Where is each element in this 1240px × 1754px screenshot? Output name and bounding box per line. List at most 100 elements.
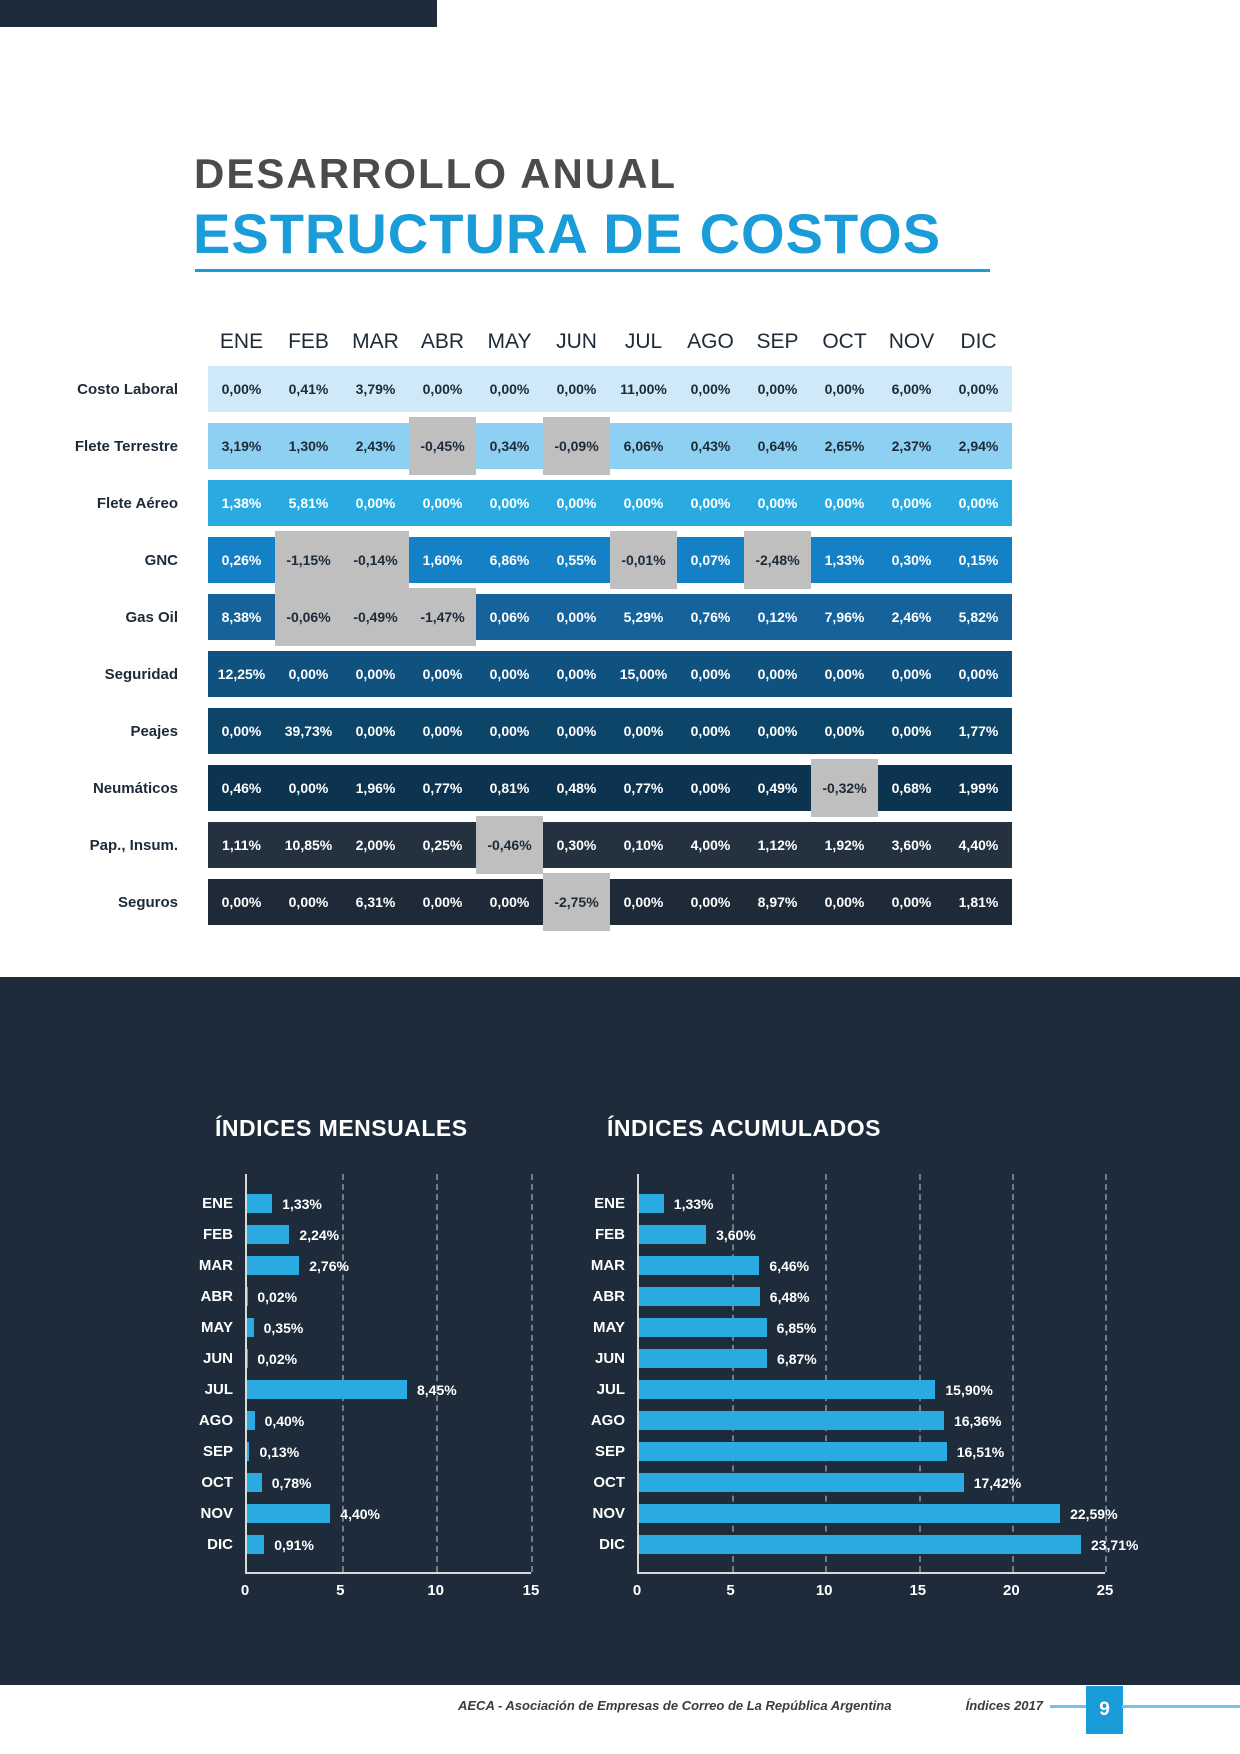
- value-cell: 0,00%: [489, 723, 530, 739]
- page-title-line1: DESARROLLO ANUAL: [194, 150, 678, 197]
- bar-value-label: 2,76%: [309, 1257, 349, 1274]
- bar-row: 6,85%: [639, 1312, 1105, 1343]
- month-header: JUN: [556, 330, 597, 353]
- bar-value-label: 15,90%: [945, 1381, 993, 1398]
- value-cell: 1,92%: [824, 837, 865, 853]
- value-cell: -0,01%: [610, 531, 677, 589]
- bar-value-label: 4,40%: [340, 1505, 380, 1522]
- bar-category-label: AGO: [590, 1412, 625, 1429]
- top-accent-bar: [0, 0, 437, 27]
- value-cell: 0,81%: [489, 780, 530, 796]
- bar-category-label: MAY: [201, 1319, 233, 1336]
- value-cell: -0,46%: [476, 816, 543, 874]
- value-cell: 2,37%: [891, 438, 932, 454]
- value-cell: 6,00%: [891, 381, 932, 397]
- chart-category-labels: ENE FEB MAR ABR MAY JUN JUL AGO SEP OCT NOV DIC: [193, 1174, 245, 1610]
- value-cell: -1,47%: [409, 588, 476, 646]
- row-strip: 12,25% 0,00% 0,00% 0,00% 0,00% 0,00% 15,00% 0,0…: [208, 651, 1012, 697]
- value-cell: 0,77%: [422, 780, 463, 796]
- value-cell: 0,00%: [355, 723, 396, 739]
- value-cell: 1,12%: [757, 837, 798, 853]
- chart-bars: 1,33% 3,60% 6,46% 6,48% 6,85% 6,87% 15,90% 16,3…: [639, 1188, 1138, 1560]
- value-cell: 0,00%: [288, 894, 329, 910]
- chart-indices-acumulados: ÍNDICES ACUMULADOS ENE FEB MAR ABR MAY JUN JUL…: [585, 1115, 1139, 1610]
- value-cell: 2,94%: [958, 438, 999, 454]
- month-header: DIC: [960, 330, 997, 353]
- value-cell: 0,00%: [288, 666, 329, 682]
- value-cell: 2,65%: [824, 438, 865, 454]
- value-cell: 0,00%: [355, 495, 396, 511]
- value-cell: 0,00%: [958, 666, 999, 682]
- bar-category-label: MAY: [593, 1319, 625, 1336]
- bar-value-label: 6,87%: [777, 1350, 817, 1367]
- value-cell: 12,25%: [217, 666, 266, 682]
- gridline: [825, 1174, 828, 1572]
- bar: [639, 1287, 760, 1306]
- bar-row: 2,76%: [247, 1250, 531, 1281]
- bar: [247, 1318, 254, 1337]
- bar: [247, 1225, 290, 1244]
- value-cell: 0,00%: [824, 894, 865, 910]
- value-cell: 0,46%: [221, 780, 262, 796]
- bar-category-label: FEB: [203, 1226, 233, 1243]
- row-label: Flete Terrestre: [74, 437, 178, 455]
- value-cell: 0,12%: [757, 609, 798, 625]
- value-cell: 0,00%: [690, 495, 731, 511]
- value-cell: 3,79%: [355, 381, 396, 397]
- bar-row: 2,24%: [247, 1219, 531, 1250]
- value-cell: 0,43%: [690, 438, 731, 454]
- bar-value-label: 3,60%: [716, 1226, 756, 1243]
- chart-body: ENE FEB MAR ABR MAY JUN JUL AGO SEP OCT NOV DIC 1,3…: [193, 1174, 539, 1610]
- bar-value-label: 0,02%: [257, 1350, 298, 1367]
- bar-value-label: 6,85%: [776, 1319, 817, 1336]
- table-row: Costo Laboral 0,00% 0,41% 3,79% 0,00% 0,00% 0,…: [77, 366, 1012, 412]
- bar-row: 6,48%: [639, 1281, 1105, 1312]
- bar-row: 0,78%: [247, 1467, 531, 1498]
- bar-row: 0,02%: [247, 1281, 531, 1312]
- value-cell: -2,48%: [744, 531, 811, 589]
- bar-row: 0,02%: [247, 1343, 531, 1374]
- bar-row: 15,90%: [639, 1374, 1105, 1405]
- value-cell: 0,00%: [824, 723, 865, 739]
- value-cell: 0,26%: [221, 552, 262, 568]
- bar-category-label: AGO: [198, 1412, 233, 1429]
- chart-x-axis-ticks: 0 5 10 15 20 25: [633, 1582, 1114, 1610]
- bar-row: 16,51%: [639, 1436, 1105, 1467]
- bar: [247, 1535, 265, 1554]
- value-cell: 4,40%: [958, 837, 999, 853]
- axis-tick-label: 10: [427, 1582, 444, 1599]
- value-cell: -0,32%: [811, 759, 878, 817]
- value-cell: 1,33%: [824, 552, 865, 568]
- bar-value-label: 0,78%: [271, 1474, 312, 1491]
- gridline: [732, 1174, 735, 1572]
- row-strip: 0,26% -1,15% -0,14% 1,60% 6,86% 0,55% -0,01% 0,…: [208, 531, 1012, 589]
- bar: [247, 1256, 300, 1275]
- value-cell: 0,00%: [757, 723, 798, 739]
- value-cell: 6,06%: [623, 438, 664, 454]
- value-cell: 0,00%: [422, 723, 463, 739]
- bar-value-label: 1,33%: [673, 1195, 714, 1212]
- month-header: NOV: [888, 330, 935, 353]
- month-header: OCT: [822, 330, 867, 353]
- value-cell: 0,00%: [489, 666, 530, 682]
- value-cell: 0,76%: [690, 609, 731, 625]
- value-cell: 1,81%: [958, 894, 999, 910]
- bar-value-label: 6,46%: [769, 1257, 810, 1274]
- value-cell: 5,82%: [958, 609, 999, 625]
- bar-category-label: JUL: [596, 1381, 625, 1398]
- value-cell: 0,00%: [690, 894, 731, 910]
- value-cell: 0,30%: [891, 552, 932, 568]
- month-header: MAY: [487, 330, 532, 353]
- value-cell: 0,00%: [824, 381, 865, 397]
- value-cell: 1,60%: [422, 552, 463, 568]
- row-label: GNC: [144, 551, 178, 569]
- bar-category-label: ENE: [594, 1195, 625, 1212]
- bar: [639, 1442, 947, 1461]
- chart-indices-mensuales: ÍNDICES MENSUALES ENE FEB MAR ABR MAY JUN JUL A…: [193, 1115, 540, 1610]
- bar: [639, 1318, 767, 1337]
- chart-title: ÍNDICES MENSUALES: [215, 1115, 468, 1141]
- chart-bars: 1,33% 2,24% 2,76% 0,02% 0,35% 0,02% 8,45% 0,40%…: [247, 1188, 531, 1560]
- value-cell: 15,00%: [619, 666, 668, 682]
- bar-category-label: SEP: [594, 1443, 625, 1460]
